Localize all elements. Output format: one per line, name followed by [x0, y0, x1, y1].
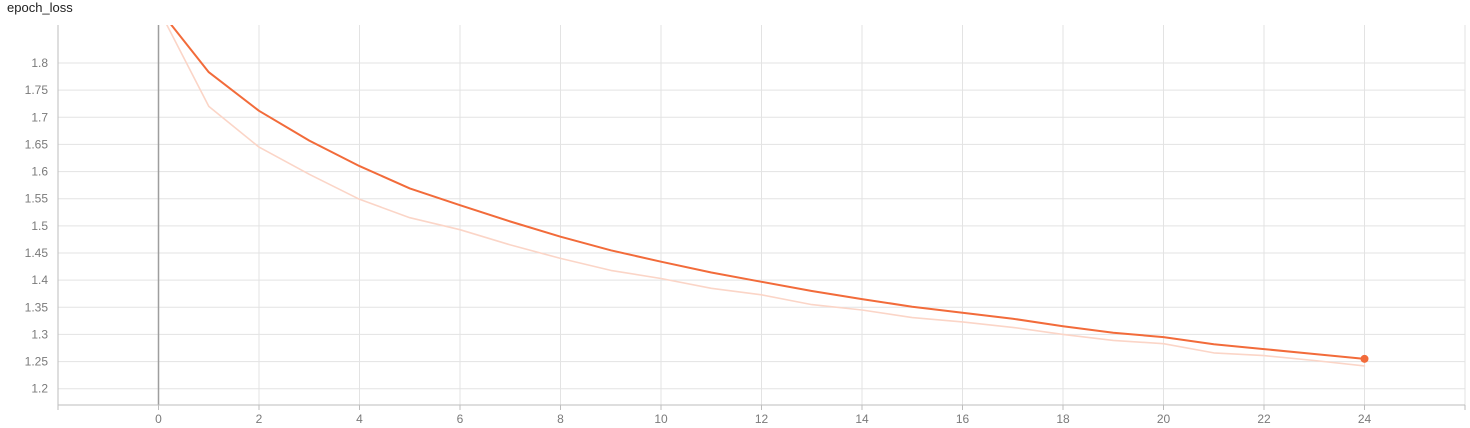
axes [57, 25, 1466, 410]
smoothed-series-line [170, 25, 1366, 360]
x-tick-label: 8 [557, 412, 564, 426]
y-tick-label: 1.7 [31, 110, 48, 124]
raw-series-line [165, 25, 1366, 367]
x-tick-label: 10 [654, 412, 668, 426]
x-tick-label: 24 [1358, 412, 1372, 426]
x-tick-label: 20 [1157, 412, 1171, 426]
x-tick-label: 12 [755, 412, 769, 426]
y-tick-label: 1.65 [25, 137, 49, 151]
tick-labels: 1.2 1.25 1.3 1.35 1.4 1.45 1.5 1.55 1.6 1.65 1.7 1.… [25, 56, 1372, 426]
y-tick-label: 1.4 [31, 273, 48, 287]
last-point-marker[interactable] [1360, 354, 1369, 363]
x-tick-label: 2 [256, 412, 263, 426]
y-tick-label: 1.5 [31, 219, 48, 233]
y-tick-label: 1.2 [31, 382, 48, 396]
x-tick-label: 6 [457, 412, 464, 426]
x-tick-label: 18 [1056, 412, 1070, 426]
y-tick-label: 1.8 [31, 56, 48, 70]
x-tick-label: 16 [956, 412, 970, 426]
x-tick-label: 14 [855, 412, 869, 426]
y-tick-label: 1.35 [25, 300, 49, 314]
y-tick-label: 1.45 [25, 246, 49, 260]
y-tick-label: 1.75 [25, 83, 49, 97]
series [165, 25, 1369, 367]
x-tick-label: 22 [1257, 412, 1271, 426]
y-tick-label: 1.25 [25, 355, 49, 369]
chart-title: epoch_loss [7, 0, 73, 15]
y-tick-label: 1.3 [31, 327, 48, 341]
y-tick-label: 1.6 [31, 165, 48, 179]
y-tick-label: 1.55 [25, 192, 49, 206]
grid [58, 25, 1466, 405]
x-tick-label: 4 [356, 412, 363, 426]
x-tick-label: 0 [155, 412, 162, 426]
